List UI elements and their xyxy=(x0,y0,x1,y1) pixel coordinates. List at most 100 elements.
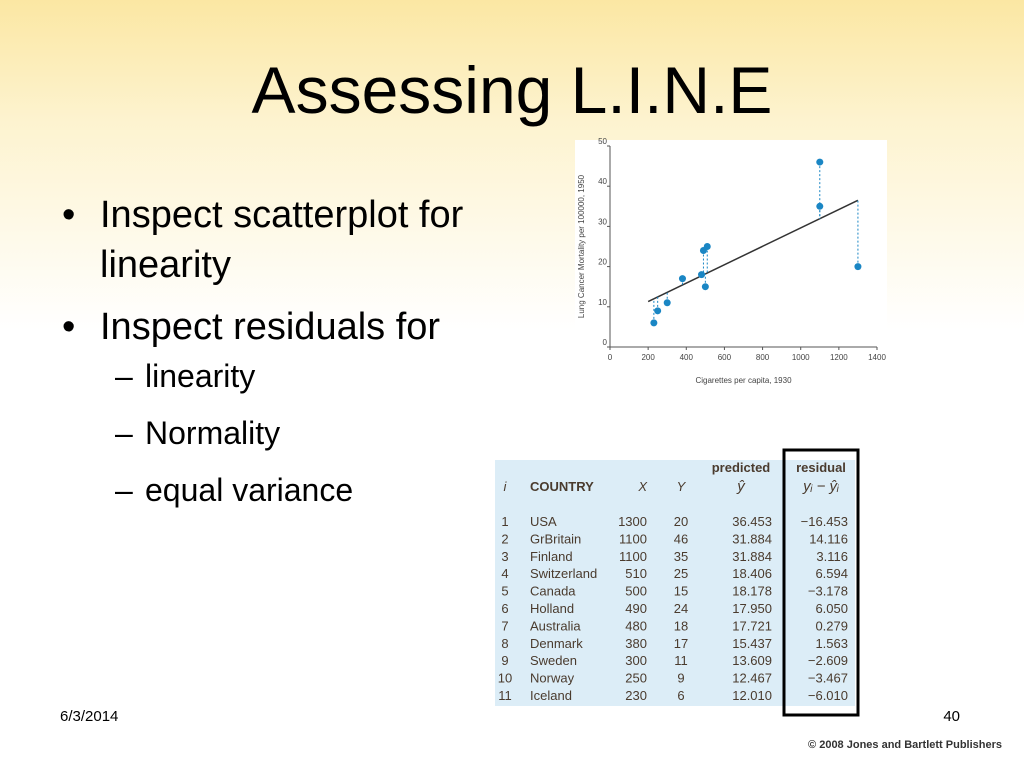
table-cell: 1100 xyxy=(619,531,647,546)
y-tick-label: 0 xyxy=(603,338,608,347)
data-point xyxy=(854,263,862,271)
table-cell: 7 xyxy=(501,618,508,633)
bullet: Inspect scatterplot for linearity xyxy=(62,190,485,290)
sub-bullet: Normality xyxy=(100,413,485,453)
sub-list: linearity Normality equal variance xyxy=(100,356,485,510)
table-cell: 12.010 xyxy=(732,688,772,703)
x-axis-label: Cigarettes per capita, 1930 xyxy=(695,376,792,385)
table-cell: 300 xyxy=(625,653,647,668)
data-point xyxy=(654,307,662,315)
y-tick-label: 50 xyxy=(598,137,607,146)
table-cell: 4 xyxy=(501,566,508,581)
table-cell: 9 xyxy=(501,653,508,668)
table-cell: −3.467 xyxy=(808,671,848,686)
x-tick-label: 400 xyxy=(680,353,694,362)
x-tick-label: 800 xyxy=(756,353,770,362)
table-cell: 5 xyxy=(501,584,508,599)
table-cell: −6.010 xyxy=(808,688,848,703)
table-cell: −2.609 xyxy=(808,653,848,668)
table-cell: 35 xyxy=(674,549,688,564)
x-tick-label: 1200 xyxy=(830,353,848,362)
data-point xyxy=(663,299,671,307)
table-cell: 510 xyxy=(625,566,647,581)
data-point xyxy=(816,158,824,166)
table-cell: 490 xyxy=(625,601,647,616)
table-cell: 2 xyxy=(501,531,508,546)
table-cell: 9 xyxy=(677,671,684,686)
y-tick-label: 30 xyxy=(598,217,607,226)
table-header: yᵢ − ŷᵢ xyxy=(802,478,840,495)
table-cell: 13.609 xyxy=(732,653,772,668)
table-cell: 3.116 xyxy=(816,549,848,564)
x-tick-label: 0 xyxy=(608,353,613,362)
sub-bullet: linearity xyxy=(100,356,485,396)
sub-bullet: equal variance xyxy=(100,470,485,510)
chart-background xyxy=(575,140,887,392)
x-tick-label: 600 xyxy=(718,353,732,362)
x-tick-label: 200 xyxy=(641,353,655,362)
table-header: ŷ xyxy=(736,478,746,495)
x-tick-label: 1000 xyxy=(792,353,810,362)
table-cell: 1300 xyxy=(618,514,647,529)
table-cell: Holland xyxy=(530,601,574,616)
x-tick-label: 1400 xyxy=(868,353,886,362)
table-cell: 46 xyxy=(674,531,688,546)
table-cell: 18 xyxy=(674,618,688,633)
table-cell: 1100 xyxy=(619,549,647,564)
data-point xyxy=(699,247,707,255)
table-header: X xyxy=(637,479,648,494)
table-cell: Switzerland xyxy=(530,566,597,581)
table-cell: 11 xyxy=(498,688,512,703)
table-cell: −16.453 xyxy=(801,514,848,529)
table-cell: 3 xyxy=(501,549,508,564)
y-axis-label: Lung Cancer Mortality per 100000, 1950 xyxy=(577,174,586,318)
table-cell: 1.563 xyxy=(815,636,848,651)
table-cell: 31.884 xyxy=(732,531,772,546)
table-cell: 20 xyxy=(674,514,688,529)
table-cell: 230 xyxy=(625,688,647,703)
table-cell: 36.453 xyxy=(732,514,772,529)
data-point xyxy=(650,319,658,327)
residual-highlight-box xyxy=(782,448,860,717)
table-cell: 31.884 xyxy=(732,549,772,564)
table-cell: 10 xyxy=(498,671,512,686)
table-header: COUNTRY xyxy=(530,479,594,494)
y-tick-label: 40 xyxy=(598,177,607,186)
bullet: Inspect residuals for linearity Normality e… xyxy=(62,302,485,510)
bullet-text: Inspect scatterplot for linearity xyxy=(100,194,464,286)
copyright: © 2008 Jones and Bartlett Publishers xyxy=(808,739,1002,751)
table-header: Y xyxy=(677,479,687,494)
table-cell: Sweden xyxy=(530,653,577,668)
bullet-text: Inspect residuals for xyxy=(100,306,441,348)
table-cell: 12.467 xyxy=(732,671,772,686)
table-background xyxy=(495,460,855,706)
table-cell: 6.594 xyxy=(815,566,848,581)
slide-title: Assessing L.I.N.E xyxy=(251,53,773,127)
table-cell: Iceland xyxy=(530,688,572,703)
bullet-list: Inspect scatterplot for linearity Inspect… xyxy=(62,190,485,527)
table-cell: Canada xyxy=(530,584,576,599)
table-cell: 17 xyxy=(674,636,688,651)
table-cell: Norway xyxy=(530,671,575,686)
table-header-top: predicted xyxy=(712,460,771,475)
y-tick-label: 20 xyxy=(598,258,607,267)
fit-line xyxy=(647,199,859,303)
table-cell: 480 xyxy=(625,618,647,633)
table-cell: 0.279 xyxy=(815,618,848,633)
table-cell: 24 xyxy=(674,601,688,616)
table-cell: 6.050 xyxy=(815,601,848,616)
table-cell: Finland xyxy=(530,549,573,564)
table-cell: 500 xyxy=(625,584,647,599)
data-point xyxy=(701,283,709,291)
table-cell: 14.116 xyxy=(809,531,848,546)
table-cell: 25 xyxy=(674,566,688,581)
table-cell: −3.178 xyxy=(808,584,848,599)
table-cell: 8 xyxy=(501,636,508,651)
page-number: 40 xyxy=(943,708,960,725)
table-cell: 18.178 xyxy=(732,584,772,599)
table-cell: 17.721 xyxy=(732,618,772,633)
table-cell: 15.437 xyxy=(732,636,772,651)
table-header: i xyxy=(504,479,508,494)
table-cell: USA xyxy=(530,514,557,529)
